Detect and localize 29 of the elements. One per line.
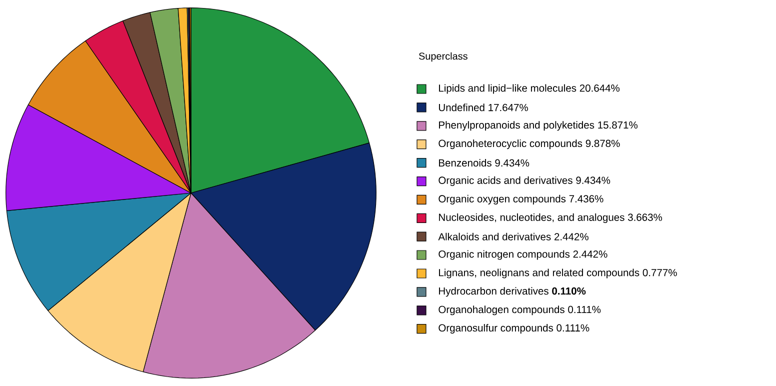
- data-label: 2.442%: [573, 250, 608, 258]
- legend-label: Undefined: [439, 104, 484, 112]
- legend-label: Organoheterocyclic compounds: [438, 140, 582, 150]
- legend-label: Organosulfur compounds: [438, 324, 554, 334]
- legend-label: Phenylpropanoids and polyketides: [439, 121, 594, 131]
- data-label: 2.442%: [554, 233, 588, 240]
- data-label: 9.434%: [495, 159, 530, 167]
- data-label: 15.871%: [598, 121, 638, 129]
- data-label: 20.644%: [580, 84, 620, 92]
- legend-label: Organic oxygen compounds: [438, 194, 566, 204]
- legend-label: Organic nitrogen compounds: [438, 250, 570, 260]
- data-label: 0.111%: [568, 306, 601, 314]
- legend-label: Benzenoids: [439, 159, 492, 167]
- legend-label: Lipids and lipid−like molecules: [439, 84, 576, 94]
- legend-label: Hydrocarbon derivatives: [439, 287, 548, 297]
- data-label: 9.434%: [576, 176, 610, 184]
- data-label: 9.878%: [586, 140, 620, 148]
- legend-label: Organic acids and derivatives: [438, 176, 572, 186]
- data-label: 7.436%: [569, 195, 604, 202]
- legend-label: Lignans, neolignans and related compounds: [439, 268, 640, 278]
- data-label: 0.111%: [556, 324, 590, 332]
- data-label: 0.777%: [642, 268, 677, 276]
- legend-label: Nucleosides, nucleotides, and analogues: [439, 213, 624, 223]
- legend-label: Alkaloids and derivatives: [438, 232, 551, 240]
- data-label: 0.110%: [552, 287, 586, 295]
- legend-title: Superclass: [418, 52, 468, 62]
- legend-label: Organohalogen compounds: [438, 306, 564, 316]
- data-label: 17.647%: [488, 104, 528, 112]
- data-label: 3.663%: [628, 214, 662, 221]
